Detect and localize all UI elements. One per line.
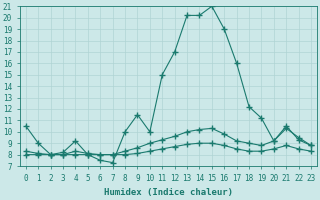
X-axis label: Humidex (Indice chaleur): Humidex (Indice chaleur) [104,188,233,197]
